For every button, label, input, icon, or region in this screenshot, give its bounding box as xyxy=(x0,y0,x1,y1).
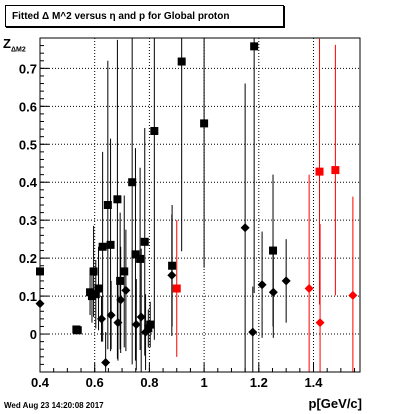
diamond-marker xyxy=(257,280,267,290)
diamond-marker xyxy=(315,318,325,328)
diamond-marker xyxy=(106,310,116,320)
square-marker xyxy=(73,326,82,335)
square-marker xyxy=(98,242,107,251)
x-tick-label: 1 xyxy=(200,375,207,390)
y-axis-label-sub: ΔM2 xyxy=(10,46,26,54)
chart-title: Fitted Δ M^2 versus η and p for Global p… xyxy=(5,5,284,27)
diamond-marker xyxy=(116,295,126,305)
y-axis-label: ZΔM2 xyxy=(3,36,26,54)
square-marker xyxy=(250,42,259,51)
y-tick-label: 0.6 xyxy=(19,99,37,114)
y-tick-label: 0.1 xyxy=(19,289,37,304)
square-marker xyxy=(103,201,112,209)
square-marker xyxy=(168,261,177,270)
grid xyxy=(39,38,360,372)
square-marker xyxy=(89,267,98,276)
square-marker xyxy=(146,320,155,329)
square-marker xyxy=(94,284,103,293)
diamond-marker xyxy=(121,285,131,295)
y-tick-label: 0.5 xyxy=(19,137,37,152)
timestamp: Wed Aug 23 14:20:08 2017 xyxy=(4,401,104,410)
square-marker xyxy=(140,237,149,246)
diamond-marker xyxy=(248,327,258,337)
plot-frame xyxy=(39,37,361,373)
square-marker xyxy=(315,167,324,176)
diamond-marker xyxy=(348,290,358,300)
square-marker xyxy=(116,276,125,285)
square-marker xyxy=(172,284,181,293)
square-marker xyxy=(177,57,186,66)
x-tick-label: 0.6 xyxy=(86,375,104,390)
diamond-marker xyxy=(268,287,278,297)
data-points xyxy=(35,42,358,368)
diamond-marker xyxy=(97,314,107,324)
diamond-marker xyxy=(101,358,111,368)
square-marker xyxy=(331,166,340,175)
diamond-marker xyxy=(304,284,314,293)
x-tick-label: 0.8 xyxy=(140,375,158,390)
diamond-marker xyxy=(141,327,151,337)
y-tick-label: 0.7 xyxy=(19,61,37,76)
tick-labels: 0.4 0.6 0.8 1 1.2 1.4 0 0.1 0.2 0.3 0.4 0.5 0.6 0.7 xyxy=(19,61,323,390)
y-tick-label: 0.3 xyxy=(19,213,37,228)
axes xyxy=(39,37,361,373)
y-tick-label: 0 xyxy=(30,327,37,342)
square-marker xyxy=(106,240,115,249)
diamond-marker xyxy=(113,318,123,328)
y-tick-label: 0.2 xyxy=(19,251,37,266)
square-marker xyxy=(128,178,137,187)
x-tick-label: 1.2 xyxy=(250,375,268,390)
diamond-marker xyxy=(281,276,291,286)
square-marker xyxy=(120,267,129,276)
square-marker xyxy=(91,290,100,299)
x-axis-label: p[GeV/c] xyxy=(308,396,362,411)
square-marker xyxy=(113,195,122,204)
square-marker xyxy=(150,126,159,135)
y-tick-label: 0.4 xyxy=(19,175,38,190)
square-marker xyxy=(131,250,140,259)
y-axis-label-main: Z xyxy=(3,36,11,51)
square-marker xyxy=(200,119,209,128)
diamond-marker xyxy=(136,312,146,322)
diamond-marker xyxy=(240,223,250,233)
x-tick-label: 1.4 xyxy=(304,375,323,390)
x-tick-label: 0.4 xyxy=(31,375,50,390)
square-marker xyxy=(269,246,278,255)
square-marker xyxy=(136,254,145,263)
diamond-marker xyxy=(167,270,177,280)
error-bars xyxy=(39,38,354,372)
diamond-marker xyxy=(131,320,141,330)
